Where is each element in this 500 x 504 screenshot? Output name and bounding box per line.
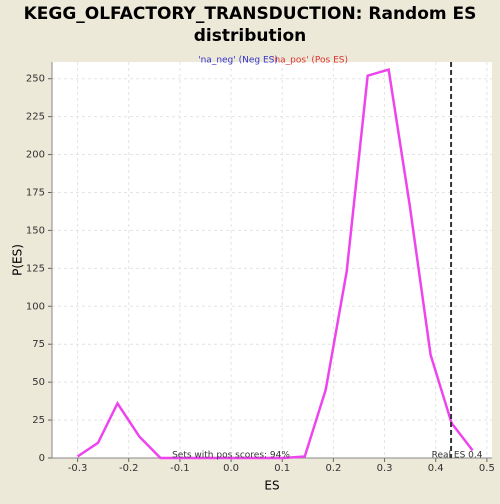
- y-tick-label: 100: [26, 301, 45, 312]
- legend-entry: 'na_neg' (Neg ES): [198, 56, 278, 66]
- real-es-label: Real ES 0.4: [432, 451, 483, 461]
- y-axis-label: P(ES): [11, 244, 25, 276]
- x-tick-label: -0.3: [68, 463, 88, 474]
- y-tick-label: 150: [26, 225, 45, 236]
- plot-area: [52, 62, 492, 458]
- y-tick-label: 50: [32, 377, 45, 388]
- y-tick-label: 125: [26, 263, 45, 274]
- annotation: Sets with pos scores: 94%: [172, 451, 290, 461]
- x-axis-label: ES: [264, 479, 279, 493]
- x-tick-label: 0.3: [377, 463, 393, 474]
- x-tick-label: -0.1: [170, 463, 190, 474]
- chart-title: distribution: [194, 26, 306, 46]
- y-tick-label: 25: [32, 415, 45, 426]
- x-tick-label: 0.0: [223, 463, 239, 474]
- chart-title: KEGG_OLFACTORY_TRANSDUCTION: Random ES: [24, 4, 477, 24]
- y-tick-label: 225: [26, 112, 45, 123]
- y-tick-label: 75: [32, 339, 45, 350]
- x-tick-label: 0.2: [325, 463, 341, 474]
- y-tick-label: 200: [26, 150, 45, 161]
- y-tick-label: 0: [39, 453, 45, 464]
- y-tick-label: 250: [26, 74, 45, 85]
- data-line: [76, 67, 474, 460]
- x-tick-label: -0.2: [119, 463, 139, 474]
- x-tick-label: 0.1: [274, 463, 290, 474]
- x-tick-label: 0.4: [428, 463, 444, 474]
- x-tick-label: 0.5: [479, 463, 495, 474]
- y-tick-label: 175: [26, 187, 45, 198]
- legend-entry: 'na_pos' (Pos ES): [272, 56, 348, 66]
